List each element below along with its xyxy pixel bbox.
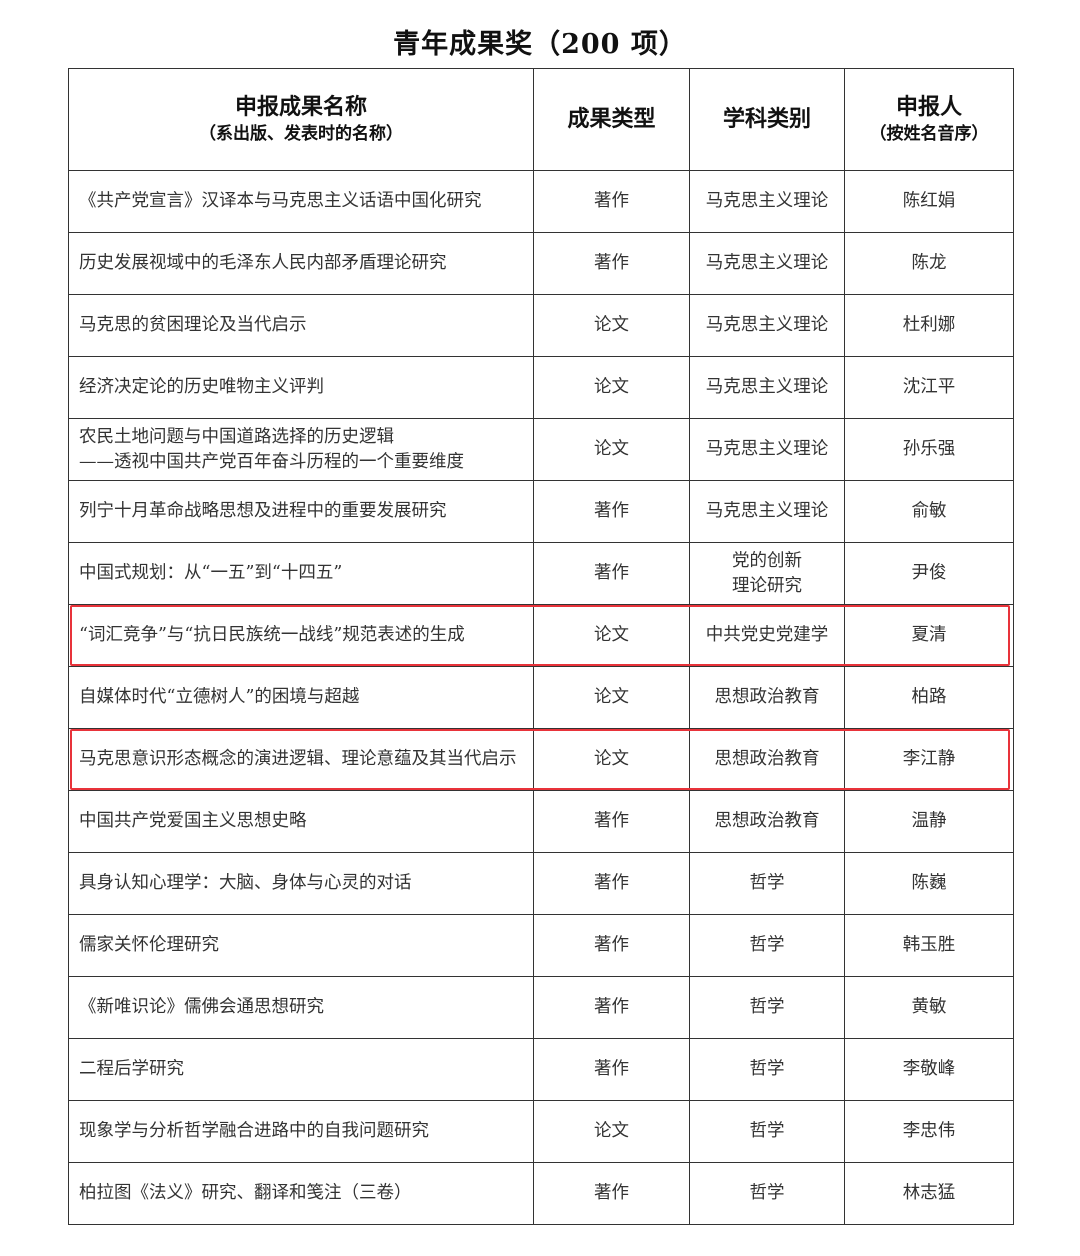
cell-applicant: 陈龙 — [844, 232, 1014, 295]
table-row: 二程后学研究 著作 哲学 李敬峰 — [68, 1038, 1014, 1101]
cell-applicant: 李江静 — [844, 728, 1014, 791]
cell-discipline: 思想政治教育 — [689, 790, 845, 853]
header-name: 申报成果名称 （系出版、发表时的名称） — [68, 68, 534, 171]
cell-type: 论文 — [533, 666, 690, 729]
cell-name: 自媒体时代“立德树人”的困境与超越 — [68, 666, 534, 729]
cell-type: 著作 — [533, 170, 690, 233]
cell-type: 论文 — [533, 1100, 690, 1163]
cell-name: 中国式规划：从“一五”到“十四五” — [68, 542, 534, 605]
cell-applicant: 李忠伟 — [844, 1100, 1014, 1163]
table-row: 农民土地问题与中国道路选择的历史逻辑 ——透视中国共产党百年奋斗历程的一个重要维… — [68, 418, 1014, 481]
header-applicant-sub: （按姓名音序） — [869, 124, 989, 144]
table-row: 自媒体时代“立德树人”的困境与超越 论文 思想政治教育 柏路 — [68, 666, 1014, 729]
cell-discipline: 马克思主义理论 — [689, 232, 845, 295]
cell-name: 马克思的贫困理论及当代启示 — [68, 294, 534, 357]
cell-type: 著作 — [533, 852, 690, 915]
cell-discipline: 哲学 — [689, 852, 845, 915]
table-row: 《共产党宣言》汉译本与马克思主义话语中国化研究 著作 马克思主义理论 陈红娟 — [68, 170, 1014, 233]
cell-applicant: 陈红娟 — [844, 170, 1014, 233]
cell-name: 《共产党宣言》汉译本与马克思主义话语中国化研究 — [68, 170, 534, 233]
cell-name: 农民土地问题与中国道路选择的历史逻辑 ——透视中国共产党百年奋斗历程的一个重要维… — [68, 418, 534, 481]
table-header-row: 申报成果名称 （系出版、发表时的名称） 成果类型 学科类别 申报人 （按姓名音序） — [68, 68, 1014, 171]
cell-type: 著作 — [533, 480, 690, 543]
table-row: 《新唯识论》儒佛会通思想研究 著作 哲学 黄敏 — [68, 976, 1014, 1039]
awards-table-container: 申报成果名称 （系出版、发表时的名称） 成果类型 学科类别 申报人 （按姓名音序） … — [68, 68, 1014, 1225]
cell-type: 著作 — [533, 542, 690, 605]
cell-type: 著作 — [533, 1038, 690, 1101]
cell-name: 儒家关怀伦理研究 — [68, 914, 534, 977]
table-row: 中国共产党爱国主义思想史略 著作 思想政治教育 温静 — [68, 790, 1014, 853]
cell-applicant: 夏清 — [844, 604, 1014, 667]
cell-type: 著作 — [533, 914, 690, 977]
awards-table: 申报成果名称 （系出版、发表时的名称） 成果类型 学科类别 申报人 （按姓名音序） … — [68, 68, 1014, 1225]
cell-type: 论文 — [533, 356, 690, 419]
cell-applicant: 杜利娜 — [844, 294, 1014, 357]
cell-applicant: 黄敏 — [844, 976, 1014, 1039]
table-row: “词汇竞争”与“抗日民族统一战线”规范表述的生成 论文 中共党史党建学 夏清 — [68, 604, 1014, 667]
cell-applicant: 李敬峰 — [844, 1038, 1014, 1101]
cell-type: 著作 — [533, 790, 690, 853]
cell-discipline: 马克思主义理论 — [689, 480, 845, 543]
cell-discipline: 哲学 — [689, 1100, 845, 1163]
cell-discipline: 哲学 — [689, 914, 845, 977]
cell-name: “词汇竞争”与“抗日民族统一战线”规范表述的生成 — [68, 604, 534, 667]
cell-name: 二程后学研究 — [68, 1038, 534, 1101]
table-row: 经济决定论的历史唯物主义评判 论文 马克思主义理论 沈江平 — [68, 356, 1014, 419]
cell-discipline: 哲学 — [689, 1038, 845, 1101]
cell-type: 论文 — [533, 294, 690, 357]
cell-type: 论文 — [533, 728, 690, 791]
cell-name: 具身认知心理学：大脑、身体与心灵的对话 — [68, 852, 534, 915]
cell-applicant: 尹俊 — [844, 542, 1014, 605]
table-row: 列宁十月革命战略思想及进程中的重要发展研究 著作 马克思主义理论 俞敏 — [68, 480, 1014, 543]
cell-applicant: 孙乐强 — [844, 418, 1014, 481]
table-row: 儒家关怀伦理研究 著作 哲学 韩玉胜 — [68, 914, 1014, 977]
cell-discipline: 党的创新 理论研究 — [689, 542, 845, 605]
cell-discipline: 马克思主义理论 — [689, 170, 845, 233]
cell-applicant: 沈江平 — [844, 356, 1014, 419]
table-row: 马克思的贫困理论及当代启示 论文 马克思主义理论 杜利娜 — [68, 294, 1014, 357]
cell-discipline: 中共党史党建学 — [689, 604, 845, 667]
table-row: 历史发展视域中的毛泽东人民内部矛盾理论研究 著作 马克思主义理论 陈龙 — [68, 232, 1014, 295]
cell-name: 柏拉图《法义》研究、翻译和笺注（三卷） — [68, 1162, 534, 1225]
cell-discipline: 思想政治教育 — [689, 728, 845, 791]
header-applicant: 申报人 （按姓名音序） — [844, 68, 1014, 171]
cell-applicant: 韩玉胜 — [844, 914, 1014, 977]
table-row: 现象学与分析哲学融合进路中的自我问题研究 论文 哲学 李忠伟 — [68, 1100, 1014, 1163]
cell-discipline: 马克思主义理论 — [689, 356, 845, 419]
cell-applicant: 俞敏 — [844, 480, 1014, 543]
cell-name: 中国共产党爱国主义思想史略 — [68, 790, 534, 853]
cell-name: 列宁十月革命战略思想及进程中的重要发展研究 — [68, 480, 534, 543]
cell-discipline: 思想政治教育 — [689, 666, 845, 729]
header-name-label: 申报成果名称 — [234, 94, 367, 121]
cell-applicant: 陈巍 — [844, 852, 1014, 915]
cell-type: 论文 — [533, 418, 690, 481]
table-row: 柏拉图《法义》研究、翻译和笺注（三卷） 著作 哲学 林志猛 — [68, 1162, 1014, 1225]
cell-type: 著作 — [533, 1162, 690, 1225]
cell-discipline: 哲学 — [689, 976, 845, 1039]
cell-discipline: 马克思主义理论 — [689, 294, 845, 357]
header-applicant-label: 申报人 — [895, 94, 962, 121]
cell-applicant: 柏路 — [844, 666, 1014, 729]
page-title: 青年成果奖（200 项） — [393, 29, 687, 60]
table-row: 具身认知心理学：大脑、身体与心灵的对话 著作 哲学 陈巍 — [68, 852, 1014, 915]
cell-name: 《新唯识论》儒佛会通思想研究 — [68, 976, 534, 1039]
cell-applicant: 林志猛 — [844, 1162, 1014, 1225]
cell-type: 著作 — [533, 232, 690, 295]
cell-discipline: 马克思主义理论 — [689, 418, 845, 481]
cell-name: 马克思意识形态概念的演进逻辑、理论意蕴及其当代启示 — [68, 728, 534, 791]
cell-type: 论文 — [533, 604, 690, 667]
header-discipline: 学科类别 — [689, 68, 845, 171]
cell-applicant: 温静 — [844, 790, 1014, 853]
header-type: 成果类型 — [533, 68, 690, 171]
cell-name: 现象学与分析哲学融合进路中的自我问题研究 — [68, 1100, 534, 1163]
cell-name: 历史发展视域中的毛泽东人民内部矛盾理论研究 — [68, 232, 534, 295]
table-row: 马克思意识形态概念的演进逻辑、理论意蕴及其当代启示 论文 思想政治教育 李江静 — [68, 728, 1014, 791]
cell-type: 著作 — [533, 976, 690, 1039]
cell-name: 经济决定论的历史唯物主义评判 — [68, 356, 534, 419]
table-row: 中国式规划：从“一五”到“十四五” 著作 党的创新 理论研究 尹俊 — [68, 542, 1014, 605]
header-name-sub: （系出版、发表时的名称） — [199, 124, 403, 144]
cell-discipline: 哲学 — [689, 1162, 845, 1225]
